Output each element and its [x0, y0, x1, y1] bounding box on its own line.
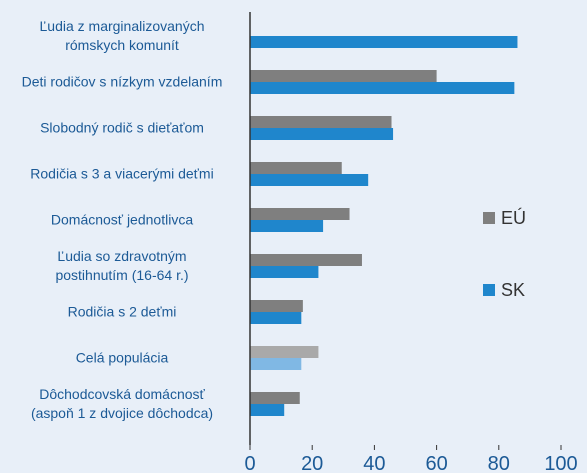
x-tick-label: 0 [244, 453, 255, 473]
category-label: Slobodný rodič s dieťaťom [40, 119, 204, 136]
category-label: Ľudia so zdravotným postihnutím (16-64 r… [55, 248, 189, 283]
bar [250, 312, 302, 324]
bar [250, 82, 515, 94]
category-label: Rodičia s 2 deťmi [67, 303, 177, 320]
legend-label: SK [501, 280, 525, 300]
x-tick-label: 20 [301, 453, 323, 473]
bar [250, 36, 518, 48]
bar [250, 70, 437, 82]
bar [250, 116, 392, 128]
bar [250, 300, 303, 312]
x-tick-label: 40 [363, 453, 385, 473]
legend-label: EÚ [501, 207, 526, 228]
category-label: Rodičia s 3 a viacerými deťmi [30, 165, 214, 182]
category-label: Ľudia z marginalizovaných rómskych komun… [39, 18, 205, 53]
x-tick-label: 60 [425, 453, 447, 473]
x-tick-label: 100 [544, 453, 577, 473]
legend-swatch [483, 212, 495, 224]
category-label: Dôchodcovská domácnosť (aspoň 1 z dvojic… [30, 386, 214, 421]
bar [250, 128, 394, 140]
category-label: Celá populácia [75, 349, 169, 366]
x-tick-label: 80 [488, 453, 510, 473]
bar [250, 404, 285, 416]
bar [250, 392, 300, 404]
legend-swatch [483, 284, 495, 296]
bar [250, 346, 319, 358]
bar [250, 358, 302, 370]
bar [250, 162, 342, 174]
category-label: Domácnosť jednotlivca [50, 211, 194, 228]
bar [250, 174, 369, 186]
bar [250, 254, 362, 266]
bar [250, 208, 350, 220]
bar [250, 220, 324, 232]
category-label: Deti rodičov s nízkym vzdelaním [21, 73, 223, 90]
bar [250, 266, 319, 278]
